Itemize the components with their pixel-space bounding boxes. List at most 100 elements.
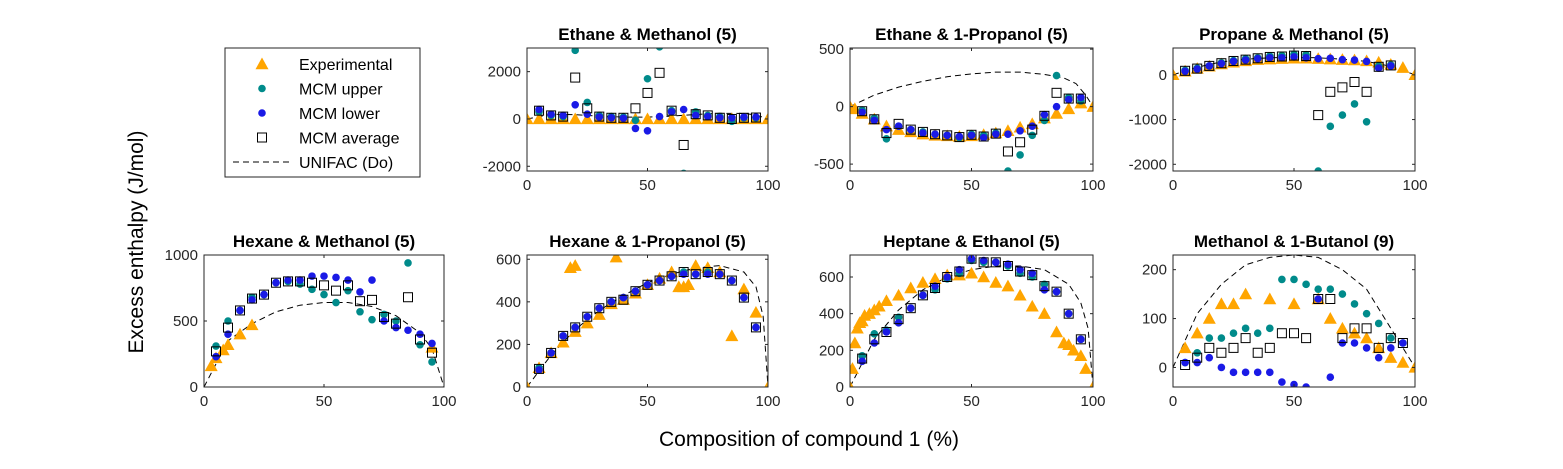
- x-tick-label: 0: [200, 393, 208, 410]
- point-mcm-lower: [992, 258, 1000, 267]
- legend: Experimental MCM upper MCM lower MCM averag…: [224, 47, 421, 178]
- point-mcm-lower: [1016, 126, 1024, 135]
- point-mcm-lower: [1314, 295, 1322, 303]
- point-mcm-average: [1301, 333, 1312, 344]
- point-experimental: [989, 276, 1003, 288]
- y-tick-label: 0: [513, 379, 521, 396]
- point-experimental: [1396, 356, 1410, 368]
- point-mcm-average: [331, 285, 341, 296]
- x-tick-label: 100: [431, 393, 456, 410]
- point-experimental: [665, 112, 679, 125]
- point-experimental: [1323, 312, 1337, 324]
- point-mcm-average: [594, 111, 605, 122]
- point-mcm-average: [391, 318, 401, 329]
- y-tick-label: 500: [173, 313, 198, 330]
- legend-item-experimental: Experimental: [255, 57, 392, 74]
- point-mcm-average: [930, 129, 941, 140]
- point-experimental: [1239, 287, 1253, 300]
- point-mcm-average: [654, 275, 665, 286]
- point-experimental: [1408, 360, 1415, 373]
- panel-hexane-1-propanol-5: 0 50 100 0 200 400 600 Hexane & 1-Propanol (5): [496, 232, 781, 410]
- point-mcm-lower: [1278, 54, 1286, 62]
- legend-marker-icon: [257, 132, 267, 143]
- point-mcm-average: [738, 292, 749, 303]
- y-tick-label: 500: [819, 41, 844, 58]
- point-mcm-average: [1373, 61, 1384, 72]
- x-tick-label: 100: [1402, 177, 1427, 194]
- point-mcm-average: [917, 290, 928, 301]
- point-mcm-lower: [1229, 368, 1238, 377]
- point-experimental: [904, 281, 918, 294]
- point-mcm-lower: [1028, 269, 1037, 278]
- point-experimental: [1173, 68, 1180, 81]
- point-experimental: [1079, 362, 1093, 374]
- point-mcm-lower: [344, 276, 352, 284]
- point-mcm-upper: [1016, 151, 1024, 159]
- point-mcm-lower: [906, 125, 915, 134]
- panel-heptane-ethanol-5: 0 50 100 0 200 400 600 Heptane & Ethanol (5): [819, 232, 1106, 410]
- point-mcm-average: [582, 311, 593, 322]
- point-mcm-average: [1228, 55, 1239, 66]
- point-experimental: [916, 276, 930, 288]
- panel-propane-methanol-5: 0 50 100 -2000 -1000 0 Propane & Methanol (5): [1129, 25, 1428, 194]
- point-mcm-upper: [224, 317, 232, 325]
- y-axis-title: Excess enthalpy (J/mol): [125, 131, 148, 354]
- point-mcm-average: [714, 112, 725, 123]
- y-tick-label: -2000: [1129, 156, 1167, 173]
- point-mcm-upper: [428, 358, 436, 366]
- point-mcm-lower: [1338, 55, 1347, 64]
- point-experimental: [689, 259, 703, 271]
- point-mcm-lower: [1052, 102, 1061, 111]
- data-layer: [527, 48, 768, 171]
- point-mcm-lower: [1290, 53, 1298, 61]
- point-mcm-lower: [655, 112, 664, 121]
- point-experimental: [1227, 297, 1240, 310]
- point-experimental: [527, 112, 534, 125]
- series-line-unifac: [1173, 255, 1415, 368]
- point-mcm-average: [869, 334, 880, 345]
- x-tick-label: 100: [755, 393, 780, 410]
- point-mcm-lower: [571, 323, 579, 332]
- point-mcm-upper: [1350, 300, 1359, 308]
- point-mcm-lower: [1314, 54, 1322, 63]
- point-mcm-average: [642, 87, 653, 98]
- point-mcm-lower: [740, 293, 748, 302]
- x-tick-label: 50: [316, 393, 333, 410]
- point-experimental: [204, 359, 218, 372]
- point-mcm-upper: [1350, 100, 1359, 108]
- point-mcm-average: [1192, 63, 1203, 74]
- point-mcm-lower: [943, 131, 951, 140]
- point-mcm-lower: [1387, 344, 1395, 352]
- point-mcm-average: [654, 67, 665, 78]
- point-mcm-lower: [1241, 56, 1250, 64]
- point-mcm-average: [990, 257, 1001, 268]
- point-mcm-lower: [967, 131, 976, 140]
- point-experimental: [592, 308, 606, 320]
- series-line-unifac: [850, 71, 1093, 108]
- point-mcm-average: [1228, 342, 1239, 353]
- point-mcm-lower: [1028, 122, 1037, 130]
- point-mcm-lower: [882, 328, 891, 336]
- point-mcm-average: [319, 280, 329, 291]
- point-mcm-average: [966, 255, 977, 264]
- point-experimental: [568, 112, 582, 125]
- point-mcm-lower: [1374, 353, 1383, 362]
- point-experimental: [1062, 102, 1076, 115]
- point-mcm-lower: [1229, 57, 1238, 66]
- point-mcm-lower: [691, 111, 700, 120]
- point-mcm-average: [235, 305, 245, 316]
- point-mcm-average: [223, 322, 233, 333]
- point-mcm-upper: [368, 315, 376, 324]
- point-mcm-average: [630, 286, 641, 297]
- point-mcm-lower: [1181, 67, 1189, 76]
- point-mcm-lower: [870, 339, 879, 347]
- point-mcm-upper: [1338, 111, 1347, 119]
- y-tick-label: 0: [836, 99, 844, 116]
- point-mcm-lower: [1253, 368, 1262, 377]
- point-mcm-average: [881, 327, 892, 337]
- point-experimental: [245, 318, 259, 331]
- y-tick-label: 200: [819, 342, 844, 359]
- point-experimental: [527, 380, 531, 387]
- y-tick-label: -2000: [483, 158, 521, 175]
